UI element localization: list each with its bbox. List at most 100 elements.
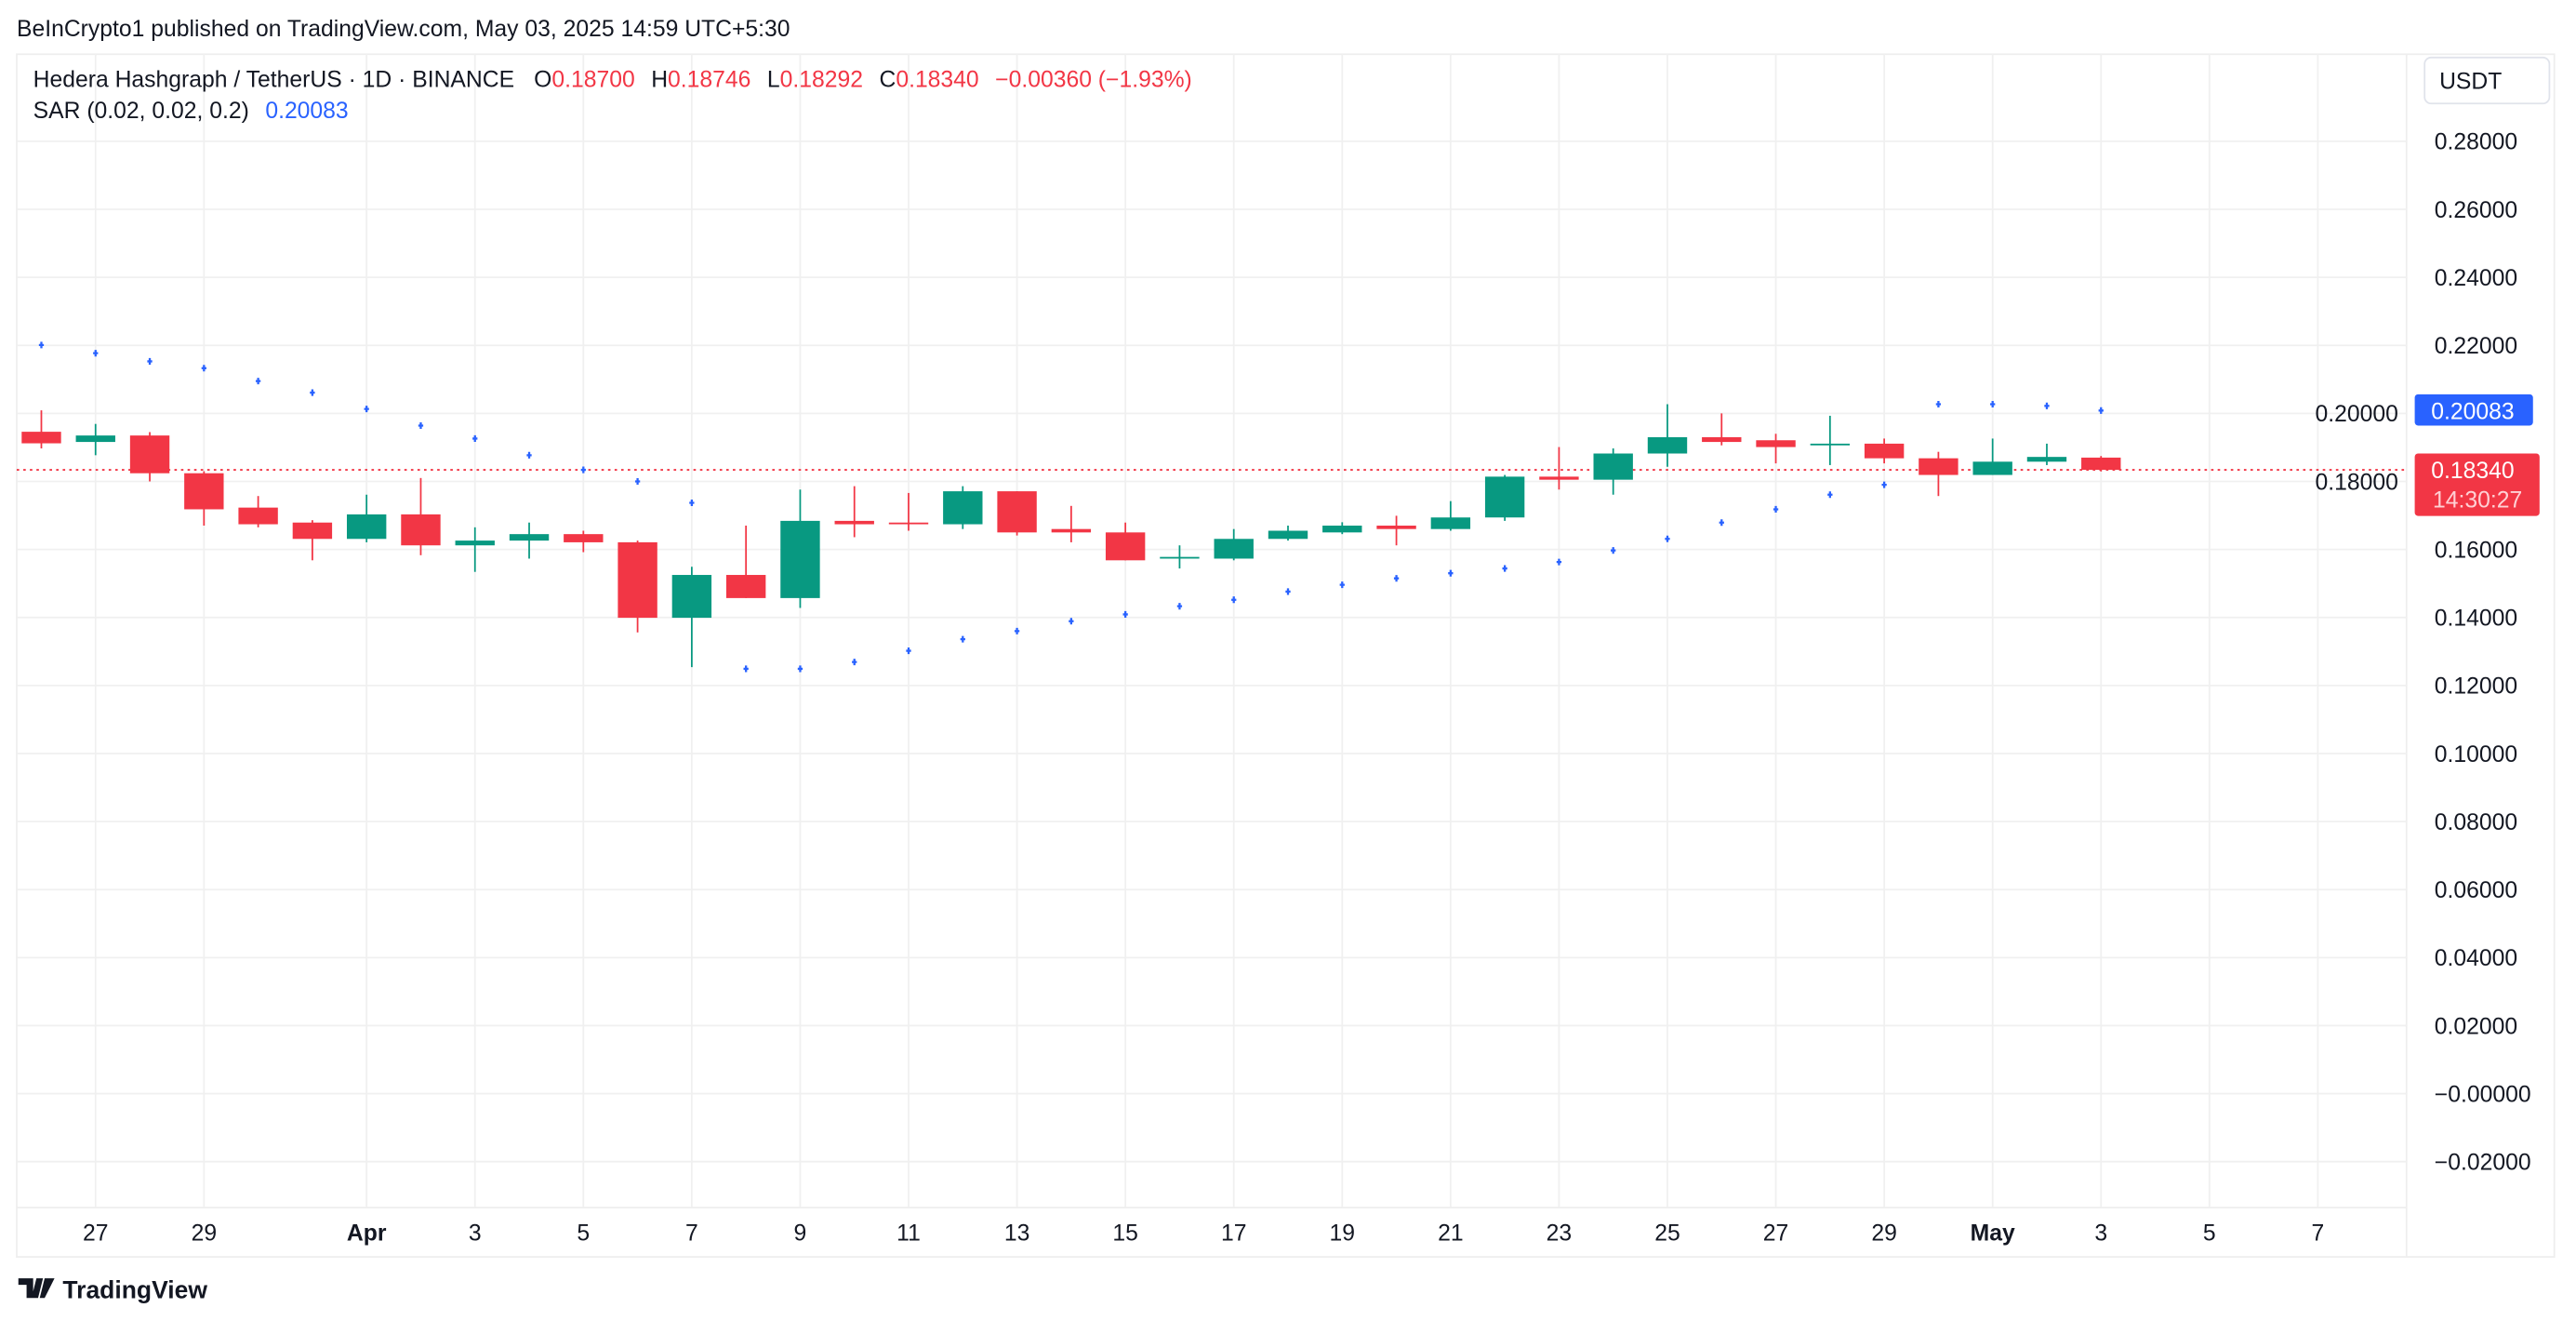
indicator-name: SAR (0.02, 0.02, 0.2) — [33, 99, 249, 124]
last-price-label — [2414, 453, 2540, 516]
chart-frame — [16, 53, 2556, 1259]
sar-dot — [1285, 588, 1291, 595]
candle-down — [725, 575, 766, 598]
time-tick-label: 3 — [469, 1221, 482, 1246]
candle-up — [1647, 436, 1688, 454]
sar-dot — [310, 389, 315, 396]
price-tick-label: 0.16000 — [2435, 538, 2517, 563]
sar-dot — [1611, 547, 1616, 554]
time-tick-label: 7 — [2312, 1221, 2325, 1246]
candle-up — [943, 491, 983, 525]
high-label: H — [651, 68, 668, 93]
sar-dot — [689, 499, 695, 507]
open-value: 0.18700 — [551, 68, 634, 93]
price-tick-label: 0.10000 — [2435, 742, 2517, 767]
sar-dot — [1122, 610, 1128, 618]
candle-up — [1160, 556, 1200, 559]
candle-up — [2026, 457, 2067, 462]
candle-down — [1376, 526, 1416, 529]
candle-down — [564, 534, 604, 542]
sar-dot — [1556, 558, 1562, 566]
time-tick-label: 7 — [685, 1221, 698, 1246]
close-label: C — [879, 68, 896, 93]
bar-countdown: 14:30:27 — [2433, 488, 2522, 514]
sar-dot — [93, 350, 99, 357]
time-tick-label: 27 — [83, 1221, 108, 1246]
price-tick-label: 0.26000 — [2435, 198, 2517, 223]
candle-up — [1268, 530, 1308, 540]
close-value: 0.18340 — [896, 68, 978, 93]
candle-up — [1484, 476, 1525, 518]
tradingview-brand: TradingView — [62, 1275, 207, 1303]
candle-down — [292, 522, 333, 540]
change-value: −0.00360 (−1.93%) — [995, 68, 1192, 93]
price-tick-label: −0.02000 — [2435, 1151, 2531, 1176]
sar-dot — [2098, 407, 2104, 414]
sar-dot — [1881, 481, 1887, 488]
candle-down — [238, 507, 278, 525]
sar-dot — [255, 378, 261, 385]
sar-dot — [1069, 618, 1074, 625]
candle-down — [834, 520, 874, 525]
candle-down — [1539, 476, 1579, 480]
time-tick-label: 5 — [577, 1221, 590, 1246]
price-tick-label: 0.08000 — [2435, 810, 2517, 835]
open-label: O — [534, 68, 551, 93]
ohlc-legend: Hedera Hashgraph / TetherUS · 1D · BINAN… — [33, 68, 1192, 93]
price-tick-label: 0.02000 — [2435, 1014, 2517, 1039]
sar-dot — [2044, 402, 2050, 409]
sar-dot — [906, 647, 911, 655]
grid — [16, 54, 2407, 1208]
sar-dot — [1935, 400, 1942, 408]
candle-down — [184, 473, 224, 510]
price-tick-label: 0.20000 — [2316, 402, 2398, 427]
tradingview-logo[interactable]: TradingView — [18, 1275, 208, 1303]
currency-label: USDT — [2439, 69, 2502, 94]
time-tick-label: 25 — [1654, 1221, 1680, 1246]
sar-dot — [960, 635, 965, 643]
candle-up — [780, 520, 820, 598]
sar-dot — [472, 434, 478, 442]
price-tick-label: 0.06000 — [2435, 878, 2517, 903]
sar-dot — [634, 477, 641, 486]
candle-down — [21, 432, 61, 444]
currency-button[interactable] — [2423, 56, 2551, 105]
time-tick-label: May — [1971, 1221, 2015, 1246]
sar-dot — [1339, 581, 1345, 589]
candle-up — [1593, 453, 1633, 480]
price-tick-label: 0.22000 — [2435, 334, 2517, 359]
sar-dot — [1176, 603, 1183, 610]
price-axis[interactable]: 0.28000 0.26000 0.24000 0.22000 0.20000 0.180… — [2316, 130, 2531, 1176]
time-tick-label: 23 — [1547, 1221, 1573, 1246]
candles — [21, 404, 2121, 668]
sar-dot — [1773, 505, 1779, 513]
time-tick-label: 17 — [1221, 1221, 1247, 1246]
low-label: L — [767, 68, 780, 93]
sar-dot — [1665, 535, 1670, 542]
sar-dot — [147, 357, 153, 365]
sar-dot — [1014, 627, 1020, 634]
time-tick-label: 29 — [1871, 1221, 1897, 1246]
sar-dot — [38, 341, 45, 349]
sar-dot — [364, 406, 369, 413]
published-caption: BeInCrypto1 published on TradingView.com… — [17, 17, 790, 42]
symbol-title[interactable]: Hedera Hashgraph / TetherUS · 1D · BINAN… — [33, 68, 514, 93]
candle-down — [1756, 440, 1796, 447]
candle-up — [455, 540, 495, 546]
candle-down — [1105, 532, 1146, 561]
time-tick-label: 21 — [1438, 1221, 1464, 1246]
candle-down — [997, 491, 1037, 533]
sar-dot — [852, 659, 857, 666]
sar-dot — [797, 665, 803, 673]
time-axis[interactable]: 27 29 Apr 3 5 7 9 11 13 15 17 19 21 23 25 27 29 May 3 5 7 — [83, 1221, 2324, 1246]
sar-dot — [1827, 491, 1833, 499]
indicator-legend[interactable]: SAR (0.02, 0.02, 0.2) 0.20083 — [33, 99, 349, 124]
high-value: 0.18746 — [668, 68, 750, 93]
candle-down — [888, 522, 929, 525]
price-tick-label: 0.04000 — [2435, 946, 2517, 971]
sar-dot — [1231, 596, 1237, 604]
candle-up — [671, 575, 712, 619]
sar-dot — [526, 451, 532, 459]
candle-down — [401, 514, 441, 546]
